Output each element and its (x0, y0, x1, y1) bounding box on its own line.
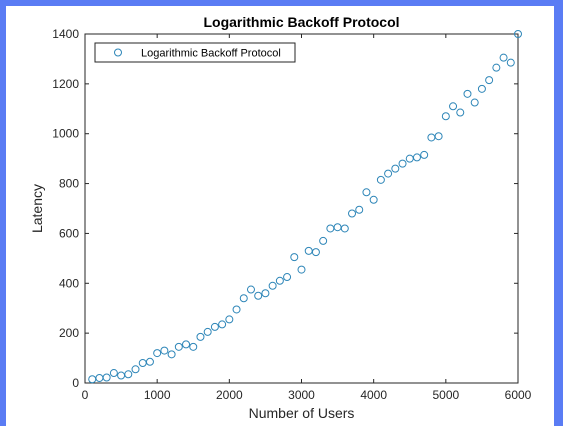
data-point (203, 327, 212, 336)
x-tick-label: 3000 (288, 388, 315, 402)
y-tick-label: 600 (59, 226, 79, 240)
data-point (441, 112, 450, 121)
data-point (167, 350, 176, 359)
data-point (420, 150, 429, 159)
data-point (239, 294, 248, 303)
data-point (254, 291, 263, 300)
data-point (218, 320, 227, 329)
data-point (261, 289, 270, 298)
data-point (283, 273, 292, 282)
x-tick-label: 1000 (144, 388, 171, 402)
y-tick-label: 1000 (52, 127, 79, 141)
legend-box (94, 42, 296, 63)
data-point (319, 236, 328, 245)
data-point (412, 153, 421, 162)
data-point (210, 322, 219, 331)
x-tick-label: 5000 (432, 388, 459, 402)
data-point (160, 346, 169, 355)
data-point (369, 195, 378, 204)
y-tick-label: 800 (59, 177, 79, 191)
data-point (355, 205, 364, 214)
y-tick-label: 400 (59, 276, 79, 290)
data-point (376, 175, 385, 184)
data-point (340, 224, 349, 233)
data-point (492, 63, 501, 72)
data-point (246, 285, 255, 294)
data-point (391, 164, 400, 173)
legend-label: Logarithmic Backoff Protocol (141, 48, 281, 60)
data-point (477, 84, 486, 93)
legend: Logarithmic Backoff Protocol (94, 42, 296, 63)
data-point (499, 53, 508, 62)
legend-marker (114, 48, 122, 57)
data-point (182, 340, 191, 349)
y-axis-title: Latency (29, 184, 45, 233)
data-point (174, 342, 183, 351)
data-point (232, 305, 241, 314)
plot-area (84, 33, 519, 384)
data-point (196, 332, 205, 341)
x-tick-label: 2000 (216, 388, 243, 402)
data-point (470, 98, 479, 107)
data-point (275, 276, 284, 285)
x-tick-label: 6000 (505, 388, 532, 402)
x-tick-label: 0 (82, 388, 89, 402)
y-tick-label: 1400 (52, 27, 79, 41)
data-point (456, 108, 465, 117)
data-point (290, 253, 299, 262)
data-point (514, 30, 522, 38)
y-tick-label: 200 (59, 326, 79, 340)
data-points (88, 30, 522, 384)
data-point (109, 369, 118, 378)
chart-title: Logarithmic Backoff Protocol (203, 14, 399, 30)
data-point (485, 76, 494, 85)
data-point (348, 209, 357, 218)
x-tick-label: 4000 (360, 388, 387, 402)
data-point (449, 102, 458, 111)
data-point (145, 357, 154, 366)
scatter-chart: Logarithmic Backoff Protocol 0 1000 2000 30… (29, 14, 532, 421)
data-point (506, 58, 515, 67)
data-point (153, 349, 162, 358)
data-point (189, 342, 198, 351)
data-point (311, 248, 320, 257)
data-point (297, 265, 306, 274)
data-point (225, 315, 234, 324)
data-point (434, 132, 443, 141)
axis-ticks: 0 1000 2000 3000 4000 5000 6000 0 200 400 600 800 10… (52, 27, 531, 402)
data-point (362, 188, 371, 197)
data-point (384, 169, 393, 178)
y-tick-label: 1200 (52, 77, 79, 91)
data-point (131, 365, 140, 374)
data-point (102, 373, 111, 382)
figure-area: Logarithmic Backoff Protocol 0 1000 2000 30… (6, 6, 554, 426)
y-tick-label: 0 (72, 376, 79, 390)
data-point (124, 370, 133, 379)
data-point (463, 89, 472, 98)
data-point (398, 159, 407, 168)
x-axis-title: Number of Users (249, 405, 355, 421)
data-point (268, 281, 277, 290)
